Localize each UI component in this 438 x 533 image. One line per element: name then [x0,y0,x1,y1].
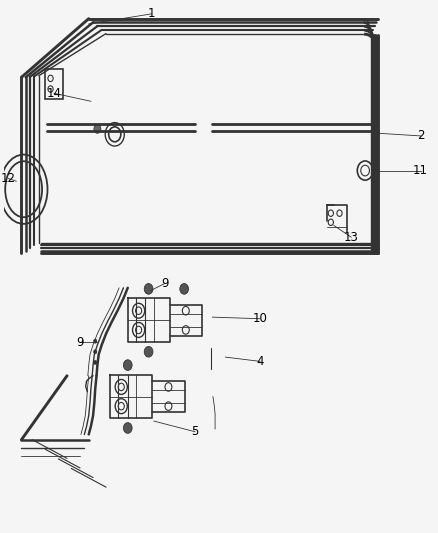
Text: 13: 13 [344,231,359,244]
Circle shape [93,360,97,365]
Text: 4: 4 [256,355,264,368]
Circle shape [93,339,97,343]
Text: 11: 11 [413,164,428,177]
Circle shape [94,125,101,133]
Text: 2: 2 [417,130,424,142]
Circle shape [93,350,97,354]
Text: 9: 9 [76,336,84,349]
Circle shape [124,423,132,433]
Text: 12: 12 [1,172,16,185]
Circle shape [144,346,153,357]
Text: 1: 1 [148,7,155,20]
Circle shape [180,284,188,294]
Bar [45,69,63,99]
Text: 5: 5 [191,425,199,438]
Circle shape [124,360,132,370]
Text: 14: 14 [46,87,61,100]
Text: 9: 9 [161,277,168,290]
Text: 10: 10 [253,312,268,325]
Circle shape [144,284,153,294]
